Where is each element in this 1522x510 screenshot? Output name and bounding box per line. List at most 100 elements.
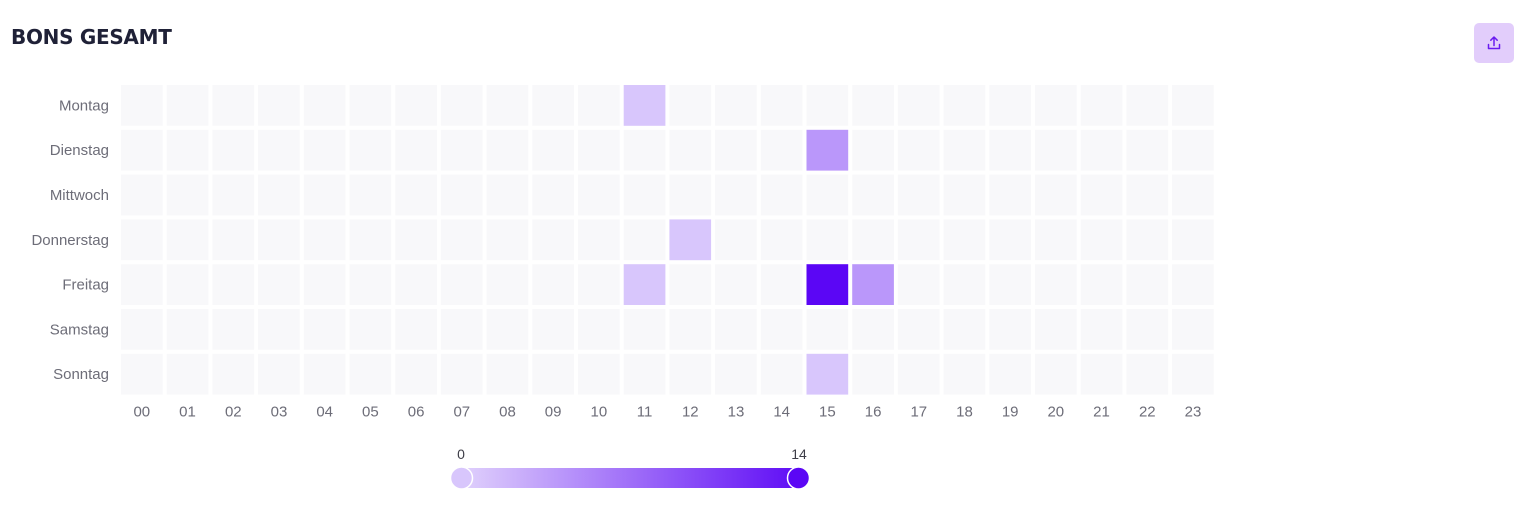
heatmap-cell-freitag-23[interactable] <box>1172 264 1214 305</box>
heatmap-cell-freitag-01[interactable] <box>166 264 209 305</box>
heatmap-cell-dienstag-06[interactable] <box>395 129 437 171</box>
heatmap-cell-samstag-12[interactable] <box>669 309 712 350</box>
heatmap-cell-mittwoch-02[interactable] <box>212 174 255 216</box>
heatmap-cell-mittwoch-12[interactable] <box>669 174 712 216</box>
heatmap-cell-samstag-02[interactable] <box>212 309 255 350</box>
heatmap-cell-mittwoch-10[interactable] <box>578 174 620 216</box>
heatmap-cell-samstag-10[interactable] <box>578 309 620 350</box>
heatmap-cell-sonntag-08[interactable] <box>486 353 529 395</box>
heatmap-cell-freitag-16[interactable] <box>852 264 894 305</box>
heatmap-cell-freitag-11[interactable] <box>623 264 666 305</box>
heatmap-cell-donnerstag-16[interactable] <box>852 219 894 261</box>
heatmap-cell-mittwoch-08[interactable] <box>486 174 529 216</box>
heatmap-cell-freitag-07[interactable] <box>440 264 483 305</box>
heatmap-cell-mittwoch-07[interactable] <box>440 174 483 216</box>
heatmap-cell-freitag-22[interactable] <box>1126 264 1169 305</box>
heatmap-cell-sonntag-12[interactable] <box>669 353 712 395</box>
heatmap-cell-sonntag-13[interactable] <box>715 353 757 395</box>
heatmap-cell-montag-04[interactable] <box>303 85 346 126</box>
heatmap-cell-sonntag-05[interactable] <box>349 353 392 395</box>
heatmap-cell-donnerstag-04[interactable] <box>303 219 346 261</box>
heatmap-cell-mittwoch-09[interactable] <box>532 174 574 216</box>
heatmap-cell-dienstag-14[interactable] <box>760 129 803 171</box>
heatmap-cell-montag-08[interactable] <box>486 85 529 126</box>
visual-map-max-handle[interactable] <box>786 466 811 490</box>
heatmap-cell-samstag-04[interactable] <box>303 309 346 350</box>
heatmap-cell-sonntag-07[interactable] <box>440 353 483 395</box>
heatmap-cell-montag-15[interactable] <box>806 85 849 126</box>
heatmap-cell-montag-16[interactable] <box>852 85 894 126</box>
heatmap-cell-dienstag-12[interactable] <box>669 129 712 171</box>
heatmap-cell-samstag-07[interactable] <box>440 309 483 350</box>
heatmap-cell-sonntag-10[interactable] <box>578 353 620 395</box>
heatmap-cell-dienstag-23[interactable] <box>1172 129 1214 171</box>
heatmap-cell-freitag-03[interactable] <box>258 264 300 305</box>
visual-map-min-handle[interactable] <box>449 466 474 490</box>
heatmap-cell-dienstag-16[interactable] <box>852 129 894 171</box>
heatmap-cell-montag-09[interactable] <box>532 85 574 126</box>
heatmap-cell-mittwoch-05[interactable] <box>349 174 392 216</box>
heatmap-cell-donnerstag-22[interactable] <box>1126 219 1169 261</box>
export-button[interactable] <box>1474 23 1514 63</box>
heatmap-cell-sonntag-15[interactable] <box>806 353 849 395</box>
heatmap-cell-freitag-08[interactable] <box>486 264 529 305</box>
heatmap-cell-sonntag-03[interactable] <box>258 353 300 395</box>
heatmap-cell-montag-01[interactable] <box>166 85 209 126</box>
heatmap-cell-mittwoch-17[interactable] <box>897 174 940 216</box>
heatmap-cell-dienstag-10[interactable] <box>578 129 620 171</box>
heatmap-cell-samstag-18[interactable] <box>943 309 986 350</box>
heatmap-cell-mittwoch-11[interactable] <box>623 174 666 216</box>
heatmap-cell-samstag-06[interactable] <box>395 309 437 350</box>
heatmap-cell-donnerstag-10[interactable] <box>578 219 620 261</box>
heatmap-cell-samstag-00[interactable] <box>121 309 163 350</box>
heatmap-cell-mittwoch-15[interactable] <box>806 174 849 216</box>
heatmap-cell-freitag-04[interactable] <box>303 264 346 305</box>
heatmap-cell-dienstag-01[interactable] <box>166 129 209 171</box>
heatmap-cell-mittwoch-21[interactable] <box>1080 174 1123 216</box>
heatmap-cell-donnerstag-08[interactable] <box>486 219 529 261</box>
heatmap-cell-sonntag-14[interactable] <box>760 353 803 395</box>
heatmap-cell-montag-02[interactable] <box>212 85 255 126</box>
heatmap-cell-dienstag-05[interactable] <box>349 129 392 171</box>
heatmap-cell-montag-23[interactable] <box>1172 85 1214 126</box>
heatmap-cell-montag-18[interactable] <box>943 85 986 126</box>
heatmap-cell-dienstag-09[interactable] <box>532 129 574 171</box>
heatmap-cell-sonntag-19[interactable] <box>989 353 1031 395</box>
heatmap-cell-mittwoch-01[interactable] <box>166 174 209 216</box>
heatmap-cell-samstag-19[interactable] <box>989 309 1031 350</box>
heatmap-cell-dienstag-21[interactable] <box>1080 129 1123 171</box>
heatmap-cell-samstag-15[interactable] <box>806 309 849 350</box>
heatmap-cell-donnerstag-07[interactable] <box>440 219 483 261</box>
heatmap-cell-mittwoch-20[interactable] <box>1035 174 1077 216</box>
heatmap-cell-donnerstag-17[interactable] <box>897 219 940 261</box>
heatmap-cell-donnerstag-05[interactable] <box>349 219 392 261</box>
heatmap-cell-montag-14[interactable] <box>760 85 803 126</box>
heatmap-cell-montag-13[interactable] <box>715 85 757 126</box>
heatmap-cell-freitag-10[interactable] <box>578 264 620 305</box>
heatmap-cell-freitag-02[interactable] <box>212 264 255 305</box>
heatmap-cell-dienstag-22[interactable] <box>1126 129 1169 171</box>
heatmap-cell-montag-22[interactable] <box>1126 85 1169 126</box>
heatmap-cell-sonntag-01[interactable] <box>166 353 209 395</box>
heatmap-cell-mittwoch-16[interactable] <box>852 174 894 216</box>
heatmap-cell-donnerstag-20[interactable] <box>1035 219 1077 261</box>
heatmap-cell-dienstag-15[interactable] <box>806 129 849 171</box>
heatmap-cell-freitag-19[interactable] <box>989 264 1031 305</box>
heatmap-cell-mittwoch-23[interactable] <box>1172 174 1214 216</box>
heatmap-cell-sonntag-06[interactable] <box>395 353 437 395</box>
heatmap-cell-donnerstag-15[interactable] <box>806 219 849 261</box>
heatmap-cell-sonntag-23[interactable] <box>1172 353 1214 395</box>
heatmap-cell-donnerstag-06[interactable] <box>395 219 437 261</box>
heatmap-cell-samstag-16[interactable] <box>852 309 894 350</box>
heatmap-cell-donnerstag-09[interactable] <box>532 219 574 261</box>
heatmap-cell-montag-03[interactable] <box>258 85 300 126</box>
heatmap-cell-sonntag-21[interactable] <box>1080 353 1123 395</box>
heatmap-cell-donnerstag-00[interactable] <box>121 219 163 261</box>
heatmap-cell-montag-07[interactable] <box>440 85 483 126</box>
heatmap-cell-montag-17[interactable] <box>897 85 940 126</box>
heatmap-cell-sonntag-00[interactable] <box>121 353 163 395</box>
heatmap-cell-freitag-13[interactable] <box>715 264 757 305</box>
heatmap-cell-freitag-17[interactable] <box>897 264 940 305</box>
heatmap-cell-sonntag-22[interactable] <box>1126 353 1169 395</box>
heatmap-cell-samstag-13[interactable] <box>715 309 757 350</box>
